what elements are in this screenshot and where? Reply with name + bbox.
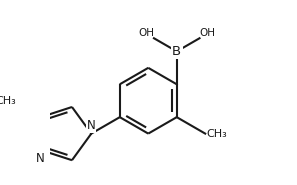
Text: CH₃: CH₃ — [207, 129, 228, 139]
Text: N: N — [36, 152, 45, 165]
Text: B: B — [172, 45, 181, 58]
Text: CH₃: CH₃ — [0, 96, 16, 106]
Text: OH: OH — [138, 28, 154, 38]
Text: N: N — [87, 119, 96, 132]
Text: OH: OH — [200, 28, 216, 38]
